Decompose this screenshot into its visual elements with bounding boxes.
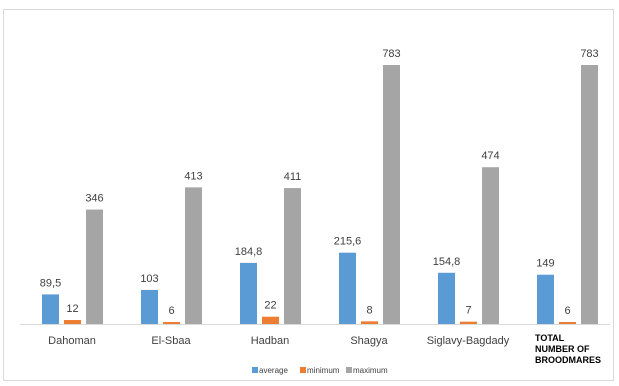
- data-label: 411: [284, 171, 302, 183]
- bar-minimum: [163, 322, 180, 324]
- bar-average: [537, 274, 554, 324]
- data-label: 6: [168, 305, 174, 317]
- category-label: El-Sbaa: [151, 335, 191, 347]
- bar-minimum: [559, 322, 576, 324]
- data-label: 184,8: [235, 246, 263, 258]
- bar-maximum: [185, 187, 202, 324]
- data-label: 6: [564, 305, 570, 317]
- data-label: 154,8: [433, 256, 461, 268]
- bar-maximum: [86, 209, 103, 324]
- category-label: NUMBER OF: [535, 344, 590, 354]
- bar-average: [141, 289, 158, 324]
- category-label: Siglavy-Bagdady: [427, 335, 510, 347]
- category-label: TOTAL: [535, 333, 565, 343]
- legend-swatch-average: [252, 367, 258, 373]
- category-label: Shagya: [350, 335, 388, 347]
- data-label: 215,6: [334, 236, 362, 248]
- bar-average: [240, 262, 257, 324]
- data-label: 783: [580, 48, 598, 60]
- bar-maximum: [383, 65, 400, 324]
- bar-average: [339, 252, 356, 324]
- bar-maximum: [581, 65, 598, 324]
- data-label: 22: [264, 300, 276, 312]
- bar-average: [438, 272, 455, 324]
- data-label: 474: [481, 150, 499, 162]
- data-label: 8: [366, 304, 372, 316]
- legend-swatch-minimum: [300, 367, 306, 373]
- category-label: Dahoman: [48, 335, 96, 347]
- data-label: 12: [66, 303, 78, 315]
- bar-maximum: [284, 188, 301, 324]
- category-label: Hadban: [251, 335, 290, 347]
- data-label: 346: [85, 193, 103, 205]
- bar-minimum: [64, 320, 81, 324]
- data-label: 149: [536, 258, 554, 270]
- bar-minimum: [361, 321, 378, 324]
- data-label: 413: [184, 170, 202, 182]
- bar-minimum: [460, 321, 477, 324]
- legend-label-average: average: [259, 366, 288, 375]
- legend-swatch-maximum: [346, 367, 352, 373]
- bar-maximum: [482, 167, 499, 324]
- bar-minimum: [262, 316, 279, 324]
- category-label: BROODMARES: [535, 355, 601, 365]
- data-label: 103: [140, 273, 158, 285]
- legend-label-maximum: maximum: [353, 366, 388, 375]
- data-label: 7: [465, 305, 471, 317]
- bar-average: [42, 294, 59, 324]
- chart-frame: [3, 9, 614, 381]
- data-label: 89,5: [40, 277, 61, 289]
- data-label: 783: [382, 48, 400, 60]
- legend-label-minimum: minimum: [307, 366, 340, 375]
